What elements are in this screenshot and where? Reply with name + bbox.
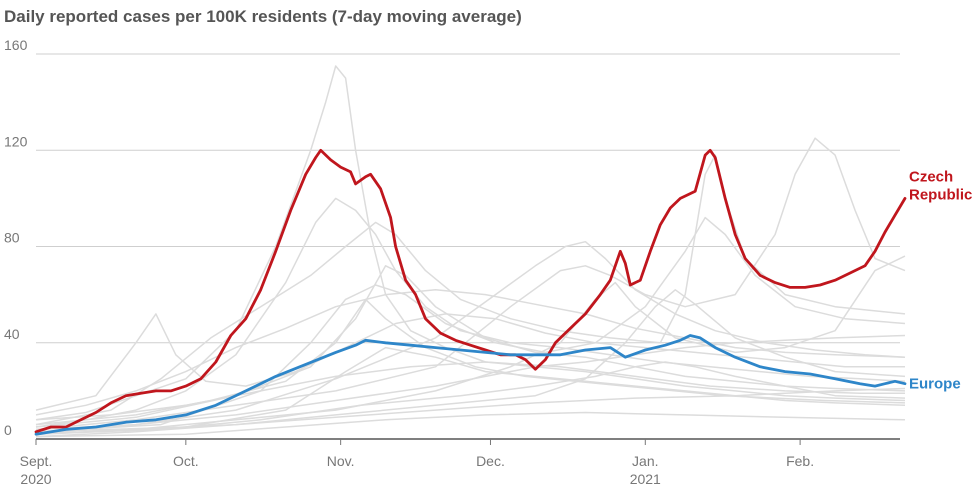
europe-label: Europe [909, 376, 961, 393]
y-tick-label: 120 [4, 133, 28, 149]
x-tick-year-label: 2020 [20, 471, 51, 487]
chart-title: Daily reported cases per 100K residents … [4, 7, 522, 26]
highlighted-series [34, 148, 907, 436]
x-tick-label: Jan. [632, 453, 658, 469]
x-tick-label: Dec. [476, 453, 505, 469]
europe-line [34, 334, 907, 436]
country-series-line [35, 137, 906, 431]
y-tick-label: 40 [4, 326, 20, 342]
country-series-line [35, 298, 906, 426]
y-tick-label: 0 [4, 422, 12, 438]
x-tick-label: Sept. [20, 453, 53, 469]
background-country-lines [35, 65, 906, 438]
x-tick-label: Nov. [327, 453, 355, 469]
gridlines [36, 53, 900, 344]
czech-republic-label: Republic [909, 186, 972, 203]
country-series-line [35, 411, 906, 438]
axes: 0 40 80 120 160 Sept. 2020 Oct. Nov. Dec. Jan. 2021… [4, 37, 900, 487]
country-series-line [35, 334, 906, 431]
country-series-line [35, 346, 906, 433]
country-series-line [35, 361, 906, 435]
x-tick-label: Oct. [173, 453, 199, 469]
y-tick-label: 80 [4, 230, 20, 246]
country-series-line [35, 289, 906, 416]
czech-republic-label: Czech [909, 168, 953, 185]
country-series-line [35, 240, 906, 435]
country-series-line [35, 265, 906, 428]
x-tick-label: Feb. [786, 453, 814, 469]
country-series-line [35, 361, 905, 421]
y-tick-label: 160 [4, 37, 28, 53]
country-series-line [35, 216, 906, 433]
x-tick-year-label: 2021 [630, 471, 661, 487]
country-series-line [35, 289, 906, 438]
